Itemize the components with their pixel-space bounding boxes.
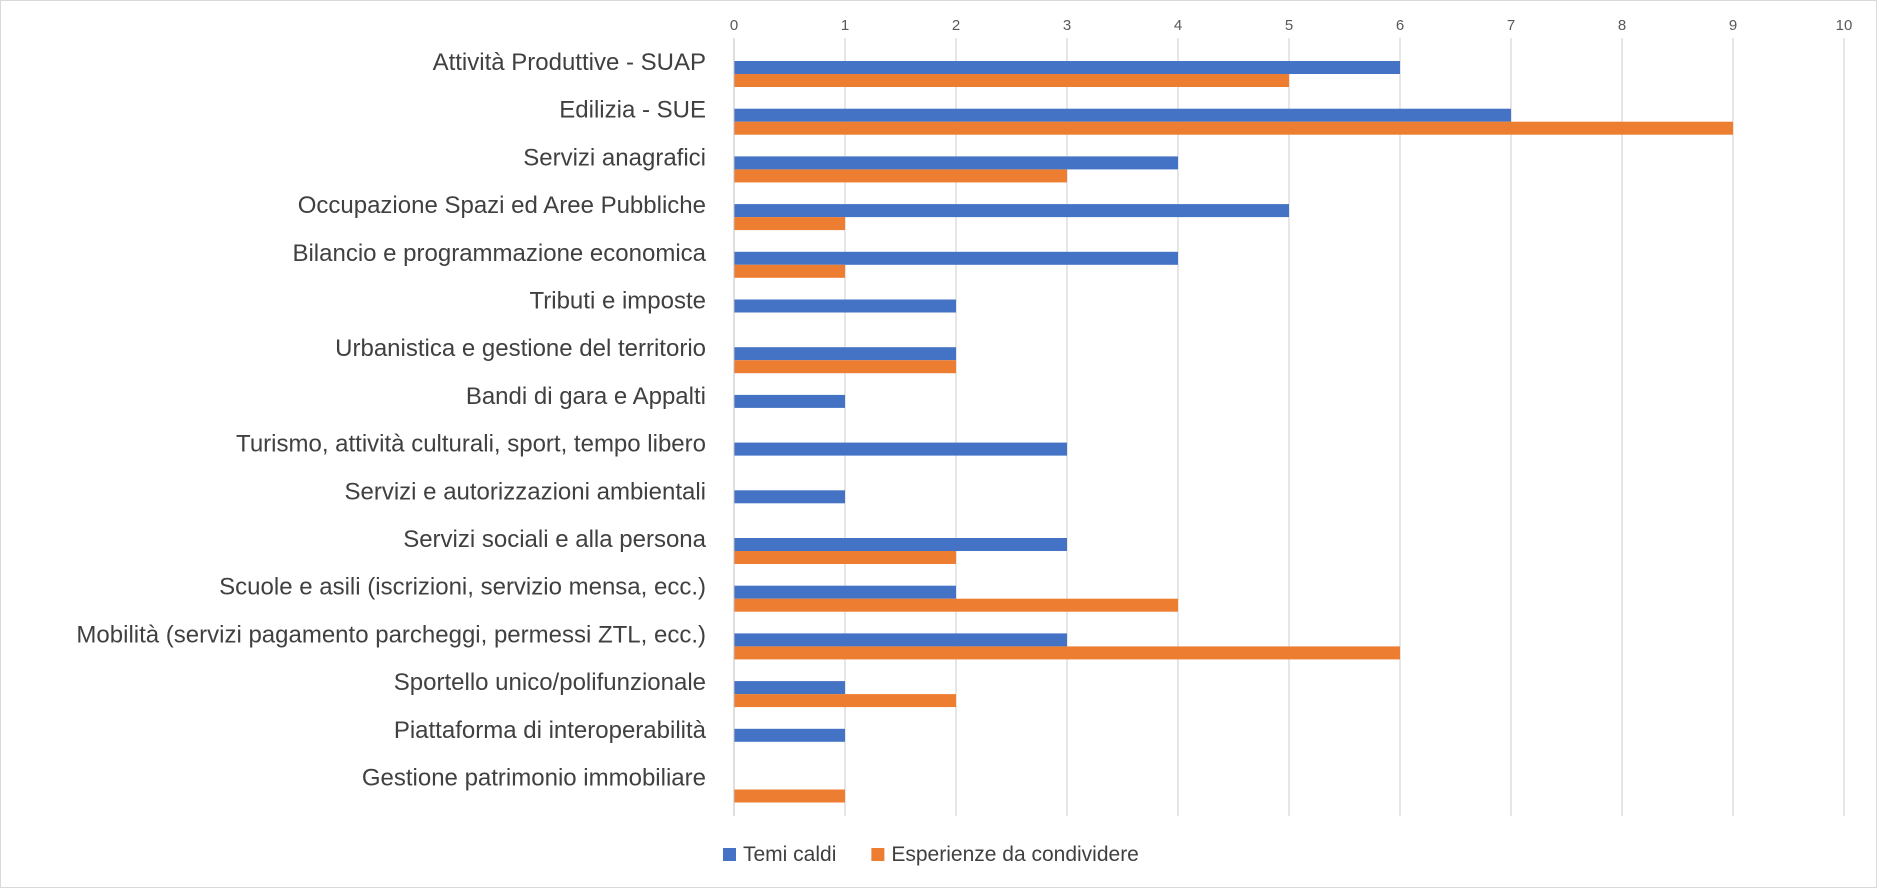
category-label: Bandi di gara e Appalti: [466, 383, 706, 410]
bar-temi-caldi: [734, 585, 956, 599]
category-label: Mobilità (servizi pagamento parcheggi, p…: [76, 621, 706, 648]
x-tick-label: 6: [1396, 17, 1404, 34]
x-tick-label: 8: [1618, 17, 1626, 34]
category-labels: Attività Produttive - SUAP Edilizia - SUE…: [76, 49, 706, 792]
bar-esperienze: [734, 360, 956, 374]
bar-esperienze: [734, 694, 956, 708]
bar-temi-caldi: [734, 538, 1067, 551]
bars: [734, 61, 1733, 803]
bar-temi-caldi: [734, 156, 1178, 170]
category-label: Turismo, attività culturali, sport, temp…: [236, 431, 706, 458]
bar-temi-caldi: [734, 394, 845, 408]
category-label: Urbanistica e gestione del territorio: [335, 335, 706, 362]
bar-temi-caldi: [734, 681, 845, 695]
bar-esperienze: [734, 264, 845, 278]
bar-temi-caldi: [734, 490, 845, 504]
bar-esperienze: [734, 217, 845, 231]
bar-esperienze: [734, 789, 845, 803]
category-label: Tributi e imposte: [529, 288, 706, 315]
bar-temi-caldi: [734, 204, 1289, 218]
bar-temi-caldi: [734, 347, 956, 361]
bar-esperienze: [734, 74, 1289, 87]
x-tick-label: 3: [1063, 17, 1071, 34]
category-label: Servizi sociali e alla persona: [403, 526, 706, 553]
x-axis-ticks: 0 1 2 3 4 5 6 7 8 9 10: [730, 17, 1853, 34]
x-tick-label: 5: [1285, 17, 1293, 34]
category-label: Servizi e autorizzazioni ambientali: [345, 478, 707, 505]
bar-temi-caldi: [734, 299, 956, 313]
bar-temi-caldi: [734, 251, 1178, 265]
bar-esperienze: [734, 646, 1400, 660]
gridlines: [844, 38, 1845, 816]
x-tick-label: 7: [1507, 17, 1515, 34]
bar-temi-caldi: [734, 633, 1067, 647]
category-label: Attività Produttive - SUAP: [433, 49, 706, 76]
legend-swatch: [871, 848, 885, 861]
category-label: Servizi anagrafici: [523, 144, 706, 171]
x-tick-label: 4: [1174, 17, 1182, 34]
bar-temi-caldi: [734, 442, 1067, 456]
category-label: Edilizia - SUE: [559, 97, 706, 124]
x-tick-label: 10: [1836, 17, 1853, 34]
bar-temi-caldi: [734, 728, 845, 742]
category-label: Gestione patrimonio immobiliare: [362, 765, 706, 792]
category-label: Occupazione Spazi ed Aree Pubbliche: [298, 192, 706, 219]
legend: Temi caldi Esperienze da condividere: [723, 843, 1139, 866]
x-tick-label: 1: [841, 17, 849, 34]
x-tick-label: 9: [1729, 17, 1737, 34]
bar-esperienze: [734, 551, 956, 564]
bar-esperienze: [734, 121, 1733, 135]
legend-label: Temi caldi: [743, 843, 836, 866]
category-label: Sportello unico/polifunzionale: [394, 669, 706, 696]
x-tick-label: 0: [730, 17, 738, 34]
category-label: Bilancio e programmazione economica: [292, 240, 706, 267]
bar-temi-caldi: [734, 61, 1400, 74]
bar-esperienze: [734, 598, 1178, 612]
legend-label: Esperienze da condividere: [891, 843, 1139, 866]
category-label: Scuole e asili (iscrizioni, servizio men…: [219, 574, 706, 601]
bar-esperienze: [734, 169, 1067, 183]
category-label: Piattaforma di interoperabilità: [394, 717, 707, 744]
bar-temi-caldi: [734, 108, 1511, 122]
x-tick-label: 2: [952, 17, 960, 34]
legend-swatch: [723, 848, 736, 861]
